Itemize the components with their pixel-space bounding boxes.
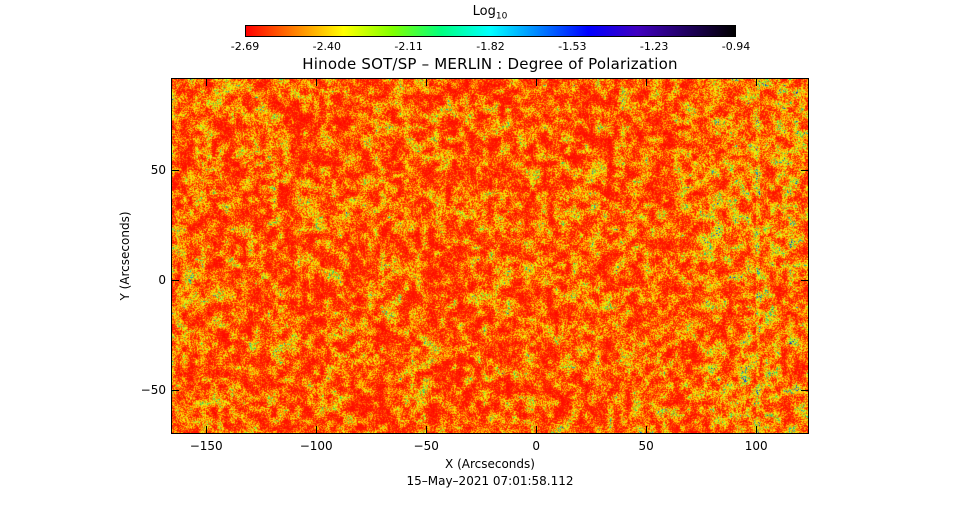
x-tick-mark: [316, 78, 318, 86]
y-tick-mark: [171, 280, 179, 282]
x-tick-mark: [206, 78, 208, 86]
y-tick-label: −50: [140, 383, 166, 398]
polarization-map-image: [172, 79, 808, 433]
y-axis-label: Y (Arcseconds): [118, 211, 132, 301]
x-tick-mark: [756, 426, 758, 434]
colorbar: [245, 25, 736, 37]
y-tick-mark: [801, 170, 809, 172]
y-tick-label: 50: [150, 163, 166, 178]
y-tick-mark: [171, 390, 179, 392]
colorbar-title: Log10: [472, 4, 508, 22]
colorbar-tick-label: -2.11: [394, 40, 423, 53]
x-tick-label: −100: [299, 439, 333, 453]
y-tick-mark: [801, 390, 809, 392]
colorbar-tick-label: -1.53: [558, 40, 587, 53]
colorbar-tick-label: -1.82: [476, 40, 505, 53]
polarization-map: [171, 78, 809, 434]
y-tick-mark: [801, 280, 809, 282]
x-tick-label: 0: [532, 439, 541, 453]
x-tick-mark: [206, 426, 208, 434]
x-tick-mark: [536, 426, 538, 434]
x-tick-label: −150: [189, 439, 223, 453]
y-tick-label: 0: [158, 273, 166, 288]
x-tick-label: 100: [744, 439, 768, 453]
colorbar-tick-label: -0.94: [721, 40, 751, 53]
colorbar-tick-label: -2.40: [312, 40, 342, 53]
x-tick-mark: [756, 78, 758, 86]
colorbar-tick-label: -1.23: [639, 40, 669, 53]
y-tick-mark: [171, 170, 179, 172]
plot-title: Hinode SOT/SP – MERLIN : Degree of Polar…: [302, 55, 678, 73]
x-axis-label: X (Arcseconds): [445, 457, 535, 471]
x-tick-mark: [536, 78, 538, 86]
timestamp: 15–May–2021 07:01:58.112: [406, 474, 574, 488]
x-tick-mark: [316, 426, 318, 434]
x-tick-label: −50: [413, 439, 439, 453]
x-tick-mark: [646, 78, 648, 86]
x-tick-mark: [426, 78, 428, 86]
x-tick-mark: [426, 426, 428, 434]
colorbar-tick-label: -2.69: [230, 40, 260, 53]
x-tick-mark: [646, 426, 648, 434]
x-tick-label: 50: [638, 439, 654, 453]
